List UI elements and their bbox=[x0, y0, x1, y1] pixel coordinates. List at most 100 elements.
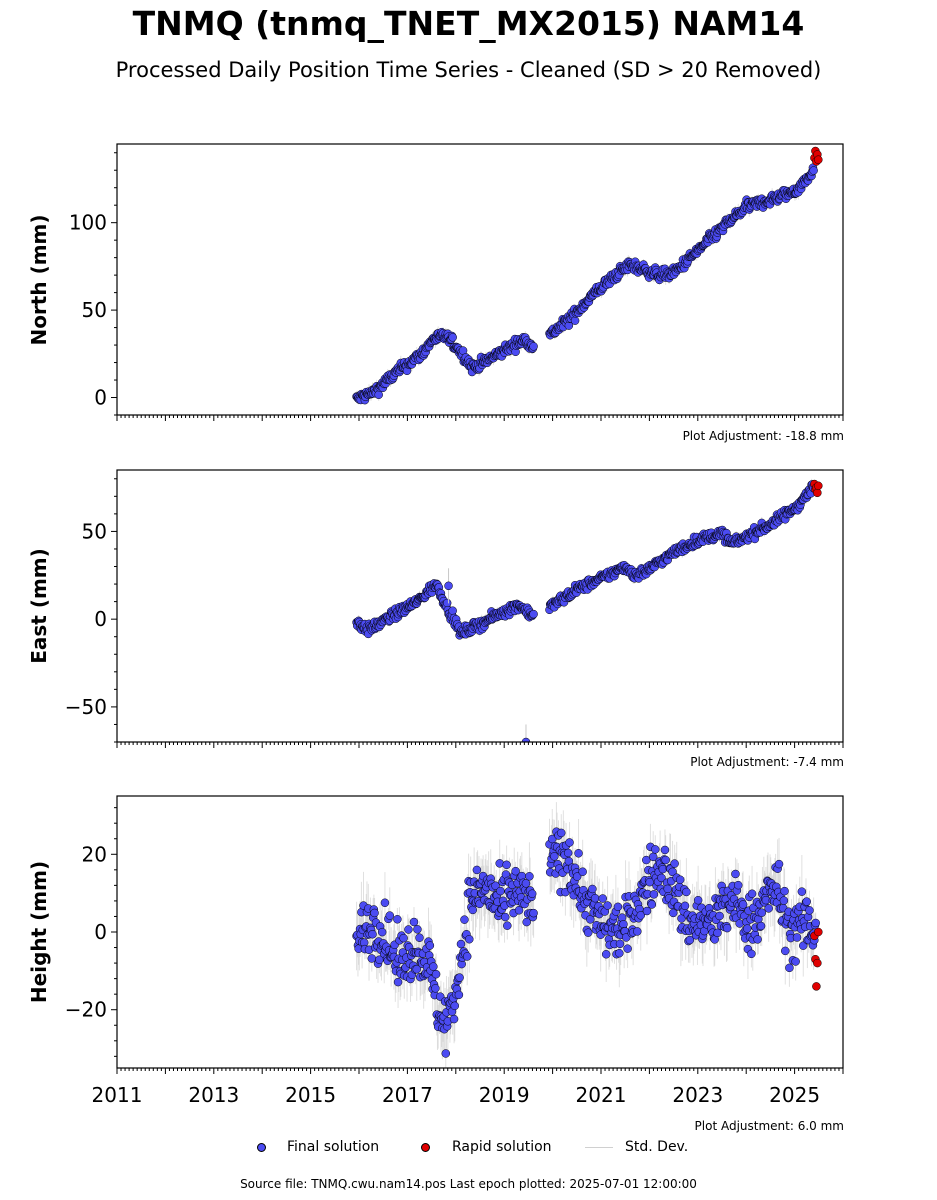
final-solution-point bbox=[642, 855, 651, 865]
y-tick-label: 0 bbox=[94, 386, 107, 410]
final-solution-point bbox=[757, 908, 767, 917]
final-solution-point bbox=[601, 950, 611, 959]
final-solution-point bbox=[811, 918, 820, 928]
rapid-solution-point bbox=[814, 481, 823, 491]
legend: Final solution Rapid solution Std. Dev. bbox=[0, 1137, 937, 1159]
final-solution-point bbox=[583, 928, 593, 937]
final-solution-point bbox=[521, 737, 531, 742]
final-solution-point bbox=[661, 855, 670, 865]
final-solution-point bbox=[529, 908, 538, 918]
final-solution-point bbox=[525, 872, 534, 881]
final-solution-point bbox=[495, 859, 504, 868]
x-tick-label: 2025 bbox=[769, 1083, 820, 1107]
final-solution-point bbox=[377, 927, 387, 937]
rapid-solution-point bbox=[814, 155, 823, 164]
final-solution-point bbox=[649, 890, 659, 899]
x-tick-label: 2021 bbox=[576, 1083, 627, 1107]
final-solution-point bbox=[385, 911, 395, 920]
rapid-solution-marker-icon bbox=[421, 1143, 430, 1152]
final-solution-point bbox=[588, 884, 597, 894]
final-solution-point bbox=[380, 898, 390, 908]
y-axis-label: Height (mm) bbox=[27, 861, 51, 1003]
final-solution-point bbox=[370, 908, 379, 918]
final-solution-point bbox=[556, 828, 566, 838]
final-solution-point bbox=[563, 848, 573, 858]
final-solution-point bbox=[529, 342, 538, 351]
y-tick-label: 50 bbox=[82, 519, 107, 543]
final-solution-point bbox=[404, 925, 413, 934]
final-solution-point bbox=[756, 921, 766, 931]
final-solution-point bbox=[682, 887, 691, 897]
final-solution-point bbox=[462, 952, 472, 961]
final-solution-point bbox=[738, 900, 748, 909]
final-solution-point bbox=[613, 902, 623, 912]
x-tick-label: 2011 bbox=[92, 1083, 143, 1107]
final-solution-point bbox=[527, 889, 537, 898]
final-solution-point bbox=[454, 990, 464, 1000]
east-plot-adjustment: Plot Adjustment: -7.4 mm bbox=[690, 755, 844, 769]
final-solution-point bbox=[780, 886, 789, 896]
final-solution-point bbox=[660, 845, 670, 855]
final-solution-point bbox=[747, 889, 757, 898]
final-solution-point bbox=[448, 333, 457, 342]
x-tick-label: 2017 bbox=[382, 1083, 433, 1107]
final-solution-point bbox=[590, 893, 600, 903]
rapid-solution-point bbox=[812, 982, 821, 991]
final-solution-point bbox=[444, 581, 453, 591]
x-tick-label: 2013 bbox=[188, 1083, 239, 1107]
final-solution-point bbox=[774, 859, 784, 869]
final-solution-point bbox=[791, 957, 800, 966]
final-solution-point bbox=[586, 915, 595, 924]
final-solution-point bbox=[449, 1014, 459, 1024]
y-tick-label: 20 bbox=[82, 842, 107, 866]
final-solution-point bbox=[663, 884, 672, 894]
final-solution-point bbox=[603, 901, 612, 910]
final-solution-point bbox=[633, 927, 642, 936]
final-solution-point bbox=[460, 915, 469, 924]
plot-frame-1 bbox=[116, 469, 844, 743]
rapid-solution-point bbox=[814, 927, 823, 937]
final-solution-point bbox=[742, 924, 752, 933]
final-solution-point bbox=[805, 906, 814, 915]
final-solution-point bbox=[779, 896, 789, 905]
final-solution-point bbox=[529, 609, 538, 619]
final-solution-point bbox=[374, 390, 383, 400]
x-tick-label: 2023 bbox=[672, 1083, 723, 1107]
y-axis-label: East (mm) bbox=[27, 548, 51, 664]
final-solution-point bbox=[522, 917, 531, 927]
chart-title: TNMQ (tnmq_TNET_MX2015) NAM14 bbox=[132, 4, 805, 43]
final-solution-point bbox=[514, 906, 524, 915]
final-solution-point bbox=[572, 872, 582, 881]
final-solution-point bbox=[809, 166, 818, 175]
final-solution-point bbox=[781, 946, 790, 956]
final-solution-point bbox=[657, 873, 666, 883]
final-solution-point bbox=[598, 894, 607, 903]
panel-2: −20 0 20 2011 2013 2015 2017 2019 2021 2023 2025 He… bbox=[27, 795, 844, 1107]
final-solution-point bbox=[393, 915, 402, 924]
rapid-solution-point bbox=[813, 958, 822, 968]
final-solution-point bbox=[735, 919, 744, 928]
final-solution-point bbox=[802, 897, 811, 906]
final-solution-point bbox=[680, 901, 690, 911]
final-solution-point bbox=[550, 852, 559, 861]
final-solution-point bbox=[429, 962, 438, 971]
final-solution-point bbox=[431, 969, 441, 979]
final-solution-point bbox=[731, 869, 740, 879]
std-dev-line-icon bbox=[585, 1147, 613, 1148]
final-solution-point bbox=[465, 934, 474, 944]
final-solution-point bbox=[441, 1049, 451, 1058]
final-solution-point bbox=[570, 316, 580, 325]
final-solution-point bbox=[792, 933, 802, 942]
final-solution-point bbox=[623, 944, 632, 953]
plot-area-1 bbox=[352, 478, 823, 742]
y-tick-label: 0 bbox=[94, 607, 107, 631]
panel-0: 0 50 100 North (mm) bbox=[27, 143, 844, 421]
final-solution-point bbox=[503, 921, 512, 930]
final-solution-point bbox=[668, 867, 677, 877]
final-solution-point bbox=[448, 606, 457, 615]
final-solution-point bbox=[636, 911, 646, 920]
final-solution-point bbox=[747, 949, 756, 959]
y-tick-label: 100 bbox=[69, 211, 107, 235]
source-footer: Source file: TNMQ.cwu.nam14.pos Last epo… bbox=[240, 1177, 697, 1191]
